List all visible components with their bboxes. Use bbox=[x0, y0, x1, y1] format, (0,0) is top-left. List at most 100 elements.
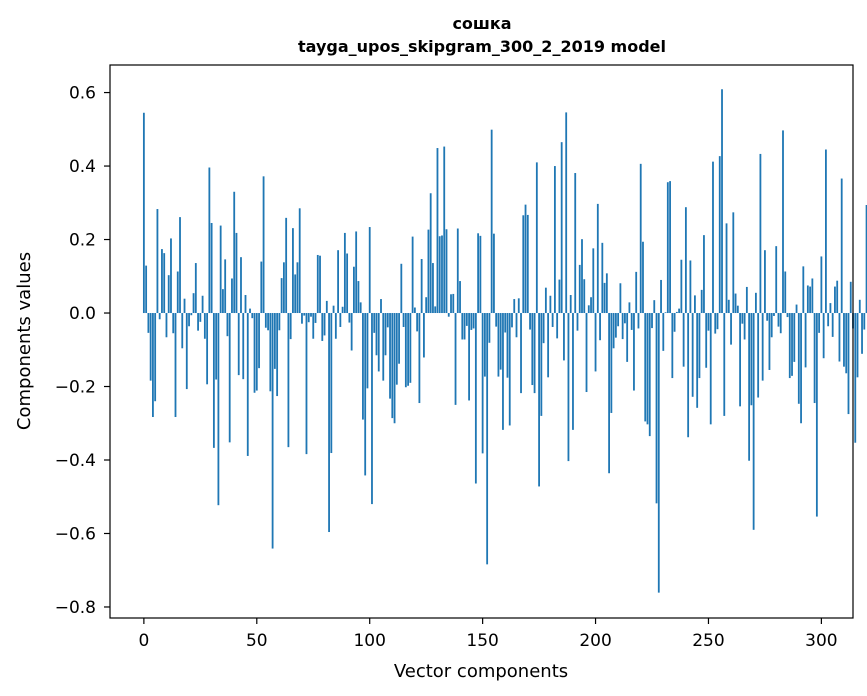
bar-230 bbox=[662, 313, 665, 351]
bar-209 bbox=[614, 313, 617, 338]
bar-143 bbox=[465, 313, 468, 326]
bar-43 bbox=[240, 257, 242, 314]
bar-98 bbox=[364, 313, 367, 476]
bar-142 bbox=[463, 313, 466, 340]
bar-64 bbox=[287, 313, 290, 448]
bar-302 bbox=[825, 149, 827, 314]
y-tick-label-6: −0.6 bbox=[55, 524, 96, 544]
bar-117 bbox=[407, 313, 410, 386]
bar-141 bbox=[461, 313, 464, 340]
bar-226 bbox=[653, 300, 656, 314]
bar-250 bbox=[707, 313, 710, 331]
bar-169 bbox=[524, 204, 527, 314]
bar-124 bbox=[423, 313, 425, 358]
bar-156 bbox=[495, 313, 498, 327]
bar-313 bbox=[849, 281, 852, 314]
bar-238 bbox=[680, 259, 683, 314]
bar-183 bbox=[556, 313, 559, 339]
bar-6 bbox=[156, 209, 159, 314]
bar-249 bbox=[705, 313, 708, 368]
x-tick-label-3: 150 bbox=[466, 631, 498, 651]
bar-158 bbox=[499, 313, 502, 370]
bar-295 bbox=[809, 286, 811, 314]
bar-93 bbox=[353, 266, 355, 314]
bar-218 bbox=[635, 271, 638, 314]
bar-206 bbox=[608, 313, 610, 474]
bar-16 bbox=[179, 217, 181, 314]
bar-115 bbox=[402, 313, 405, 327]
bar-300 bbox=[820, 256, 823, 314]
bar-227 bbox=[655, 313, 658, 504]
bar-85 bbox=[334, 313, 337, 339]
bar-196 bbox=[585, 313, 588, 393]
bar-54 bbox=[264, 313, 267, 328]
bar-140 bbox=[459, 281, 461, 314]
bar-118 bbox=[409, 313, 412, 383]
bar-59 bbox=[276, 313, 279, 397]
bar-55 bbox=[267, 313, 269, 331]
bar-298 bbox=[815, 313, 818, 517]
bar-123 bbox=[420, 259, 423, 314]
bar-170 bbox=[526, 214, 529, 314]
bar-280 bbox=[775, 246, 778, 314]
bar-21 bbox=[190, 313, 193, 316]
bar-287 bbox=[791, 313, 793, 376]
bar-228 bbox=[657, 313, 660, 593]
bar-36 bbox=[224, 259, 227, 314]
bar-147 bbox=[474, 313, 477, 484]
bar-122 bbox=[418, 313, 421, 404]
bar-187 bbox=[565, 112, 568, 314]
bar-40 bbox=[233, 191, 236, 314]
bar-263 bbox=[736, 305, 739, 314]
bar-317 bbox=[858, 299, 861, 314]
bar-134 bbox=[445, 229, 448, 314]
bar-248 bbox=[703, 235, 705, 314]
bar-49 bbox=[253, 313, 256, 393]
bar-114 bbox=[400, 263, 403, 314]
bar-269 bbox=[750, 313, 753, 406]
bar-215 bbox=[628, 302, 631, 314]
y-tick-label-4: −0.2 bbox=[55, 378, 96, 398]
bar-127 bbox=[429, 193, 432, 314]
bar-94 bbox=[355, 231, 358, 314]
bar-208 bbox=[612, 313, 615, 349]
bar-284 bbox=[784, 271, 787, 314]
bar-90 bbox=[346, 253, 349, 314]
bar-275 bbox=[764, 250, 766, 314]
bar-104 bbox=[377, 313, 380, 372]
bar-69 bbox=[298, 208, 301, 314]
bar-256 bbox=[721, 89, 723, 314]
y-axis-ticks: 0.6 0.4 0.2 0.0 −0.2 −0.4 −0.6 −0.8 bbox=[55, 84, 110, 618]
bar-289 bbox=[795, 304, 798, 314]
bar-125 bbox=[425, 297, 428, 314]
bar-3 bbox=[149, 313, 152, 381]
bar-210 bbox=[617, 313, 620, 327]
bar-315 bbox=[854, 313, 857, 443]
bar-211 bbox=[619, 283, 622, 314]
bar-220 bbox=[639, 163, 642, 314]
bar-32 bbox=[215, 313, 218, 380]
bar-163 bbox=[511, 313, 513, 328]
bar-67 bbox=[294, 274, 297, 314]
bar-243 bbox=[691, 313, 694, 397]
bar-135 bbox=[447, 313, 450, 317]
bar-177 bbox=[542, 313, 545, 344]
bar-161 bbox=[506, 313, 509, 378]
bar-79 bbox=[321, 313, 324, 341]
bar-288 bbox=[793, 313, 796, 362]
bar-307 bbox=[836, 280, 839, 314]
bar-84 bbox=[332, 305, 335, 314]
bar-178 bbox=[544, 287, 547, 314]
y-tick-label-2: 0.2 bbox=[69, 231, 96, 251]
bar-173 bbox=[533, 313, 536, 394]
bar-175 bbox=[538, 313, 540, 487]
bar-286 bbox=[788, 313, 791, 379]
bar-219 bbox=[637, 313, 640, 329]
bar-198 bbox=[590, 297, 592, 314]
bar-191 bbox=[574, 173, 577, 314]
bar-278 bbox=[770, 313, 773, 338]
x-axis-label: Vector components bbox=[394, 661, 568, 682]
bar-246 bbox=[698, 313, 701, 379]
bar-52 bbox=[260, 261, 263, 314]
bar-45 bbox=[244, 295, 247, 314]
